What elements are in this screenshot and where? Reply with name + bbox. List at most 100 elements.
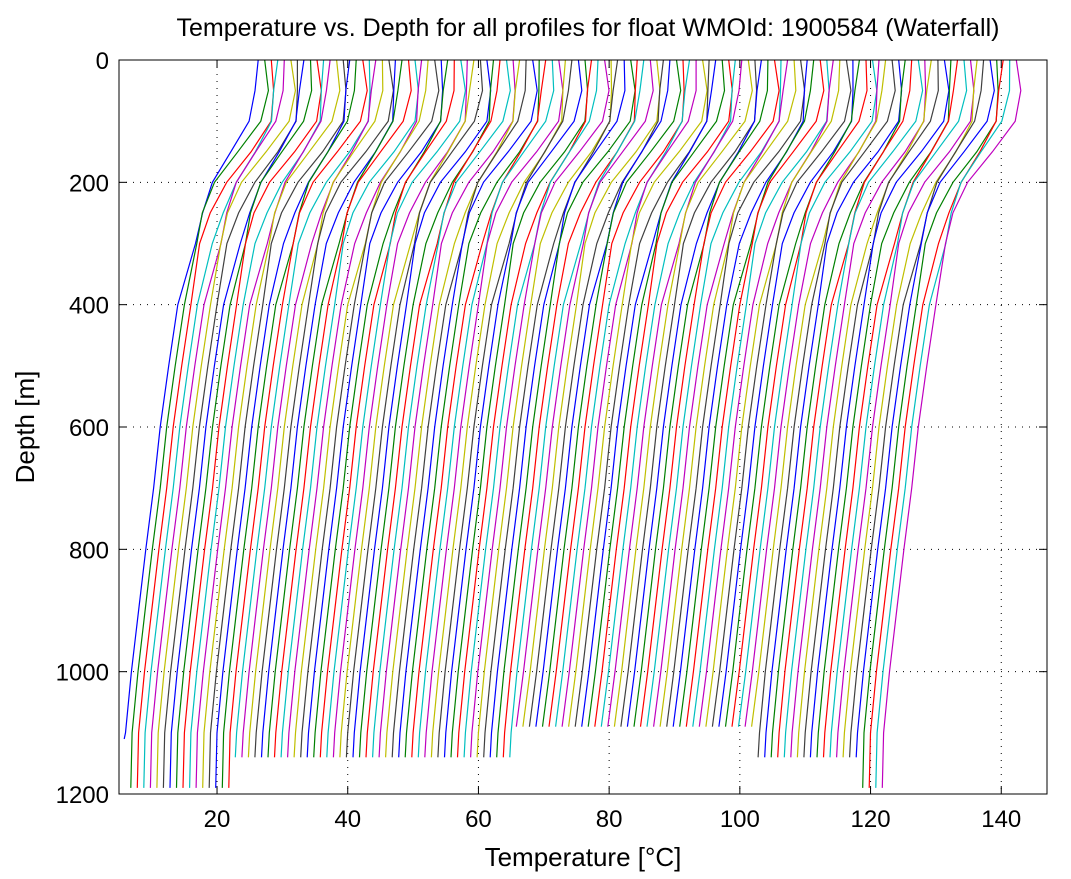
profile-line <box>372 60 511 758</box>
profile-line <box>378 60 516 758</box>
profile-line <box>411 60 547 758</box>
profile-line <box>777 60 913 758</box>
profile-line <box>345 60 484 758</box>
profile-line <box>855 60 995 758</box>
profile-line <box>202 60 341 788</box>
profile-line <box>156 60 297 788</box>
profile-line <box>790 60 927 758</box>
profile-line <box>169 60 305 788</box>
profile-line <box>149 60 285 788</box>
x-tick-label: 120 <box>851 806 891 833</box>
profile-line <box>541 60 682 727</box>
profile-line <box>456 60 593 758</box>
profile-line <box>306 60 444 758</box>
profile-line <box>280 60 420 758</box>
profile-line <box>143 60 279 788</box>
profile-line <box>822 60 959 758</box>
profile-line <box>829 60 968 758</box>
profile-line <box>241 60 377 758</box>
profile-line <box>254 60 395 758</box>
profile-line <box>705 60 841 727</box>
profile-line <box>319 60 455 758</box>
profile-line <box>757 60 896 758</box>
profile-line <box>175 60 313 788</box>
profile-line <box>737 60 878 727</box>
profile-line <box>639 60 780 727</box>
y-axis-label: Depth [m] <box>10 371 40 484</box>
profile-line <box>783 60 924 758</box>
y-tick-label: 200 <box>69 170 109 197</box>
x-tick-label: 40 <box>334 806 361 833</box>
profile-line <box>770 60 906 758</box>
profile-line <box>326 60 467 758</box>
profile-line <box>633 60 769 727</box>
profile-line <box>875 60 1011 788</box>
profile-line <box>221 60 357 788</box>
chart-title: Temperature vs. Depth for all profiles f… <box>176 14 999 42</box>
profile-line <box>679 60 815 727</box>
x-tick-label: 140 <box>981 806 1021 833</box>
x-tick-label: 20 <box>204 806 231 833</box>
profile-line <box>764 60 903 758</box>
profile-line <box>496 60 636 758</box>
x-tick-label: 60 <box>465 806 492 833</box>
x-tick-label: 100 <box>720 806 760 833</box>
profile-line <box>796 60 932 758</box>
profile-line <box>731 60 868 727</box>
profile-line <box>123 60 259 740</box>
profile-line <box>666 60 806 727</box>
profile-line <box>555 60 691 727</box>
profile-line <box>228 60 368 788</box>
profile-line <box>581 60 717 727</box>
profile-line <box>437 60 573 758</box>
profile-line <box>509 60 645 758</box>
profile-line <box>385 60 521 758</box>
y-tick-label: 400 <box>69 293 109 320</box>
profile-line <box>626 60 762 727</box>
profile-line <box>842 60 978 758</box>
profile-line <box>476 60 613 758</box>
profile-line <box>881 60 1022 788</box>
profile-line <box>685 60 825 727</box>
profile-line <box>398 60 538 758</box>
profile-line <box>470 60 610 758</box>
profile-line <box>561 60 697 727</box>
profile-line <box>293 60 429 758</box>
profile-line <box>659 60 797 727</box>
profile-line <box>313 60 449 758</box>
profile-line <box>613 60 753 727</box>
profile-line <box>653 60 789 727</box>
profile-line <box>247 60 384 758</box>
x-axis-ticks: 20 40 60 80 100 120 140 <box>204 60 1021 833</box>
profile-line <box>528 60 664 727</box>
profile-line <box>862 60 999 788</box>
y-tick-label: 1200 <box>56 782 109 809</box>
profile-line <box>522 60 661 727</box>
profile-line <box>215 60 351 788</box>
profile-line <box>443 60 583 758</box>
y-tick-label: 800 <box>69 537 109 564</box>
profile-line <box>849 60 985 758</box>
profile-line <box>483 60 619 758</box>
profile-line <box>463 60 599 758</box>
profile-line <box>339 60 475 758</box>
profile-lines <box>123 60 1022 788</box>
profile-line <box>130 60 270 788</box>
profile-line <box>195 60 331 788</box>
profile-line <box>672 60 808 727</box>
profile-line <box>620 60 758 727</box>
profile-line <box>587 60 726 727</box>
profile-line <box>548 60 685 727</box>
profile-line <box>489 60 626 758</box>
profile-line <box>417 60 555 758</box>
profile-line <box>568 60 708 727</box>
profile-line <box>809 60 950 758</box>
profile-line <box>751 60 887 727</box>
profile-line <box>868 60 1004 788</box>
profile-line <box>273 60 412 758</box>
x-axis-label: Temperature [°C] <box>485 842 682 872</box>
profile-line <box>300 60 440 758</box>
profile-line <box>594 60 733 727</box>
profile-line <box>450 60 589 758</box>
